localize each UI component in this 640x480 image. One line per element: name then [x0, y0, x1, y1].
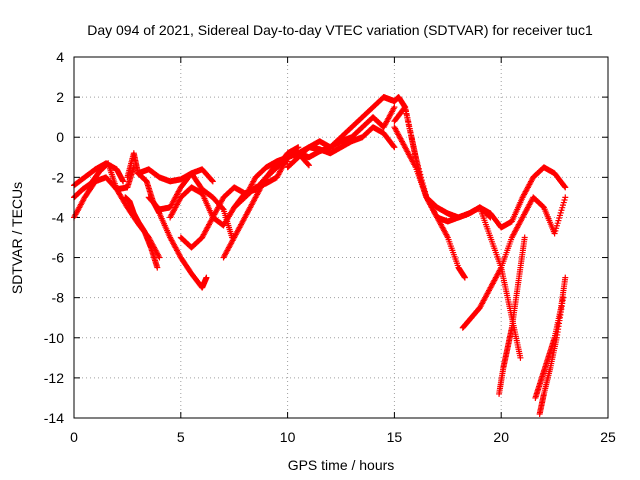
data-point [402, 104, 409, 111]
data-point [408, 132, 415, 139]
grid [74, 57, 608, 418]
data-point [561, 183, 568, 190]
data-point [461, 274, 468, 281]
data-points [71, 94, 569, 417]
data-point [411, 150, 418, 157]
y-tick-label: 4 [56, 49, 64, 65]
x-tick-label: 25 [600, 429, 616, 445]
y-tick-label: -6 [52, 250, 65, 266]
data-point [521, 234, 528, 241]
data-point [409, 139, 416, 146]
axis-ticks: 0 5 10 15 20 25 -14 -12 -10 -8 -6 -4 -2 0 2 4 [44, 49, 616, 445]
data-point [405, 118, 412, 125]
x-axis-label: GPS time / hours [288, 457, 395, 473]
y-tick-label: 0 [56, 129, 64, 145]
y-tick-label: 2 [56, 89, 64, 105]
data-point [404, 114, 411, 121]
x-tick-label: 20 [493, 429, 509, 445]
data-point [305, 161, 312, 168]
data-point [390, 143, 397, 150]
data-point [562, 194, 569, 201]
data-point [408, 136, 415, 143]
data-point [562, 184, 569, 191]
x-tick-label: 15 [387, 429, 403, 445]
data-point [295, 144, 302, 151]
y-axis-label: SDTVAR / TECUs [9, 182, 25, 294]
data-point [209, 177, 216, 184]
data-point [156, 254, 163, 261]
x-tick-label: 5 [177, 429, 185, 445]
chart-title: Day 094 of 2021, Sidereal Day-to-day VTE… [87, 22, 593, 38]
data-point [412, 154, 419, 161]
data-point [403, 111, 410, 118]
data-point [407, 129, 414, 136]
data-point [562, 274, 569, 281]
data-point [120, 178, 127, 185]
data-point [219, 205, 226, 212]
data-point [411, 147, 418, 154]
data-point [203, 274, 210, 281]
data-point [410, 143, 417, 150]
data-point [517, 354, 524, 361]
data-point [391, 144, 398, 151]
data-point [391, 104, 398, 111]
y-tick-label: -8 [52, 290, 65, 306]
x-tick-label: 0 [70, 429, 78, 445]
y-tick-label: -12 [44, 370, 64, 386]
y-tick-label: -4 [52, 209, 65, 225]
y-tick-label: -14 [44, 410, 64, 426]
data-point [560, 294, 567, 301]
data-point [402, 107, 409, 114]
data-point [406, 125, 413, 132]
data-point [209, 178, 216, 185]
y-tick-label: -10 [44, 330, 64, 346]
data-point [405, 122, 412, 129]
data-point [154, 264, 161, 271]
y-tick-label: -2 [52, 169, 65, 185]
plot-frame [73, 56, 609, 419]
data-point [305, 162, 312, 169]
x-tick-label: 10 [280, 429, 296, 445]
